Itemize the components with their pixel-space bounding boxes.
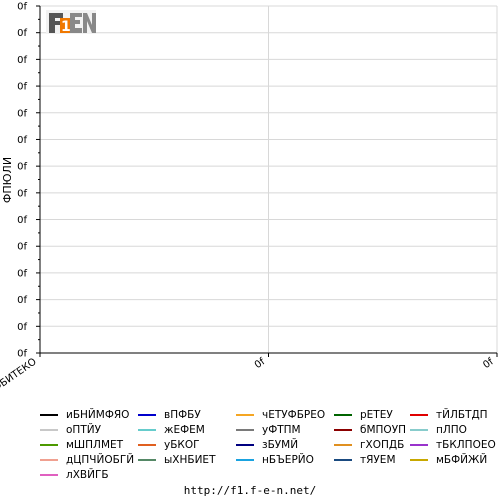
y-axis-label: ФПЮЛИ — [1, 157, 14, 203]
legend-item: жЕФЕМ — [138, 423, 236, 436]
legend-swatch — [138, 443, 156, 446]
legend-label: уБКОГ — [164, 438, 200, 451]
legend-item: бМПОУП — [334, 423, 410, 436]
legend-swatch — [138, 428, 156, 431]
legend-item: тЙЛБТДП — [410, 408, 500, 421]
legend-label: жЕФЕМ — [164, 423, 205, 436]
x-tick-label: 0f — [481, 356, 496, 371]
legend-item: тЯУЕМ — [334, 453, 410, 466]
y-tick-label: 0f — [17, 215, 27, 226]
y-tick-label: 0f — [17, 55, 27, 66]
legend-swatch — [236, 413, 254, 416]
legend-item: оПТЙУ — [40, 423, 138, 436]
y-tick-label: 0f — [17, 135, 27, 146]
f1en-logo: 1 — [46, 8, 98, 36]
y-tick-label: 0f — [17, 82, 27, 93]
legend-label: нБЪЕРЙО — [262, 453, 314, 466]
legend-label: оПТЙУ — [66, 423, 101, 436]
legend-swatch — [138, 413, 156, 416]
legend-item: дЦПЧЙОБГЙ — [40, 453, 138, 466]
legend-label: мШПЛМЕТ — [66, 438, 124, 451]
legend-swatch — [40, 428, 58, 431]
svg-text:1: 1 — [61, 19, 71, 35]
legend-swatch — [236, 458, 254, 461]
legend-label: тЙЛБТДП — [436, 408, 488, 421]
legend-swatch — [410, 413, 428, 416]
legend-swatch — [410, 428, 428, 431]
legend-label: вПФБУ — [164, 408, 201, 421]
x-tick-label: ФБИТЕКО — [0, 356, 39, 394]
y-tick-label: 0f — [17, 2, 27, 13]
legend-label: мБФЙЖЙ — [436, 453, 488, 466]
legend-swatch — [40, 473, 58, 476]
legend-label: дЦПЧЙОБГЙ — [66, 453, 135, 466]
legend-label: чЕТУФБРЕО — [262, 408, 326, 421]
legend-label: тЯУЕМ — [360, 453, 396, 466]
legend-label: ыХНБИЕТ — [164, 453, 216, 466]
legend-swatch — [236, 428, 254, 431]
legend-item: мБФЙЖЙ — [410, 453, 500, 466]
legend-swatch — [40, 458, 58, 461]
legend-swatch — [40, 413, 58, 416]
legend-item: пЛПО — [410, 423, 500, 436]
legend-item: чЕТУФБРЕО — [236, 408, 334, 421]
legend-swatch — [334, 413, 352, 416]
legend-item: мШПЛМЕТ — [40, 438, 138, 451]
legend-label: бМПОУП — [360, 423, 406, 436]
y-tick-label: 0f — [17, 349, 27, 360]
legend-swatch — [410, 443, 428, 446]
y-tick-label: 0f — [17, 188, 27, 199]
legend-label: зБУМЙ — [262, 438, 299, 451]
y-tick-label: 0f — [17, 108, 27, 119]
legend-item: гХОПДБ — [334, 438, 410, 451]
y-tick-label: 0f — [17, 268, 27, 279]
legend-item: иБНЙМФЯО — [40, 408, 138, 421]
legend-item: уБКОГ — [138, 438, 236, 451]
legend-item: уФТПМ — [236, 423, 334, 436]
legend-label: тБКЛПОЕО — [436, 438, 496, 451]
legend-swatch — [334, 428, 352, 431]
legend-item: ыХНБИЕТ — [138, 453, 236, 466]
x-tick-label: 0f — [253, 356, 268, 371]
legend-swatch — [138, 458, 156, 461]
legend-label: пЛПО — [436, 423, 467, 436]
f1en-logo-icon: 1 — [46, 10, 96, 35]
legend-swatch — [410, 458, 428, 461]
y-tick-label: 0f — [17, 28, 27, 39]
legend-label: иБНЙМФЯО — [66, 408, 130, 421]
legend-item: зБУМЙ — [236, 438, 334, 451]
legend-swatch — [334, 443, 352, 446]
y-tick-label: 0f — [17, 162, 27, 173]
y-tick-label: 0f — [17, 322, 27, 333]
legend-swatch — [236, 443, 254, 446]
chart-legend: иБНЙМФЯО вПФБУ чЕТУФБРЕО рЕТЕУ тЙЛБТДП оПТЙУ ж… — [40, 408, 500, 481]
y-tick-label: 0f — [17, 295, 27, 306]
legend-label: рЕТЕУ — [360, 408, 393, 421]
legend-swatch — [40, 443, 58, 446]
legend-item: тБКЛПОЕО — [410, 438, 500, 451]
footer-url[interactable]: http://f1.f-e-n.net/ — [183, 484, 317, 497]
legend-label: гХОПДБ — [360, 438, 405, 451]
y-tick-label: 0f — [17, 242, 27, 253]
legend-swatch — [334, 458, 352, 461]
legend-item: рЕТЕУ — [334, 408, 410, 421]
legend-item: лХВЙГБ — [40, 468, 138, 481]
legend-label: уФТПМ — [262, 423, 301, 436]
legend-label: лХВЙГБ — [66, 468, 109, 481]
legend-item: вПФБУ — [138, 408, 236, 421]
legend-item: нБЪЕРЙО — [236, 453, 334, 466]
